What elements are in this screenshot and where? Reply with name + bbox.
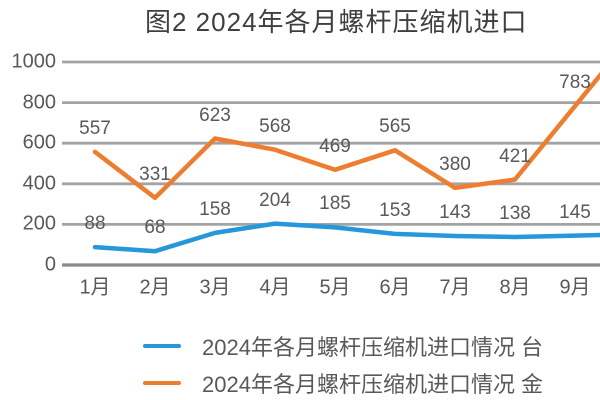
data-label-units-3月: 158 (199, 198, 231, 220)
legend-label-amount: 2024年各月螺杆压缩机进口情况 金 (202, 372, 544, 397)
x-tick-label-6: 6月 (379, 276, 411, 299)
data-label-units-1月: 88 (84, 213, 106, 235)
y-tick-label-400: 400 (22, 172, 56, 195)
data-label-units-6月: 153 (379, 199, 411, 221)
x-tick-label-4: 4月 (259, 276, 291, 299)
legend: 2024年各月螺杆压缩机进口情况 台 2024年各月螺杆压缩机进口情况 金 (143, 334, 543, 400)
data-label-amount-6月: 565 (379, 116, 411, 138)
data-label-amount-1月: 557 (79, 117, 111, 139)
data-label-units-7月: 143 (439, 201, 471, 223)
x-tick-label-7: 7月 (439, 276, 471, 299)
data-label-amount-3月: 623 (199, 104, 231, 126)
data-label-amount-4月: 568 (259, 115, 291, 137)
y-tick-label-0: 0 (44, 253, 56, 276)
legend-label-units: 2024年各月螺杆压缩机进口情况 台 (202, 335, 544, 360)
x-tick-label-1: 1月 (79, 276, 111, 299)
legend-item-units: 2024年各月螺杆压缩机进口情况 台 (143, 334, 543, 360)
x-tick-label-2: 2月 (139, 276, 171, 299)
legend-line-swatch-units (143, 344, 181, 348)
data-label-units-4月: 204 (259, 189, 291, 211)
data-label-amount-5月: 469 (319, 135, 351, 157)
data-label-units-8月: 138 (499, 202, 531, 224)
y-tick-label-1000: 1000 (11, 50, 57, 73)
y-tick-label-800: 800 (22, 91, 56, 114)
y-tick-label-600: 600 (22, 131, 56, 154)
data-label-amount-2月: 331 (139, 163, 171, 185)
data-label-amount-8月: 421 (499, 145, 531, 167)
legend-item-amount: 2024年各月螺杆压缩机进口情况 金 (143, 371, 543, 397)
legend-line-swatch-amount (143, 381, 181, 385)
data-label-amount-9月: 783 (559, 72, 591, 94)
x-tick-label-3: 3月 (199, 276, 231, 299)
x-tick-label-5: 5月 (319, 276, 351, 299)
x-tick-label-9: 9月 (559, 276, 591, 299)
data-label-units-9月: 145 (559, 201, 591, 223)
series-line-amount (92, 71, 600, 201)
y-tick-label-200: 200 (22, 212, 56, 235)
data-label-units-5月: 185 (319, 193, 351, 215)
chart-title: 图2 2024年各月螺杆压缩机进口 (145, 7, 528, 37)
data-label-units-2月: 68 (144, 217, 166, 239)
x-tick-label-8: 8月 (499, 276, 531, 299)
series-line-units (92, 221, 600, 254)
data-label-amount-7月: 380 (439, 153, 471, 175)
